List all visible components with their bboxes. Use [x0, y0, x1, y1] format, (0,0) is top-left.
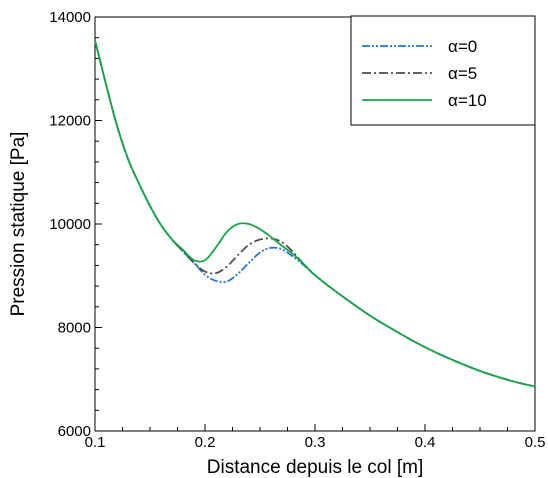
y-tick-label: 10000: [49, 216, 91, 233]
x-tick-label: 0.3: [305, 434, 326, 451]
legend-box: [350, 15, 536, 126]
series-layer: [94, 40, 536, 388]
x-tick-label: 0.1: [85, 434, 106, 451]
legend-label-0: α=0: [448, 37, 477, 56]
y-tick-label: 8000: [58, 320, 91, 337]
legend-label-2: α=10: [448, 91, 487, 110]
legend-label-1: α=5: [448, 64, 477, 83]
x-axis: 0.1 0.2 0.3 0.4 0.5: [85, 424, 546, 451]
minor-ticks: [95, 37, 508, 431]
x-tick-label: 0.4: [415, 434, 436, 451]
x-axis-title: Distance depuis le col [m]: [207, 457, 424, 478]
series-line-2: [94, 40, 536, 388]
x-tick-label: 0.2: [195, 434, 216, 451]
y-tick-label: 6000: [58, 423, 91, 440]
y-axis: 6000 8000 10000 12000 14000: [49, 9, 102, 440]
x-tick-label: 0.5: [525, 434, 546, 451]
y-tick-label: 14000: [49, 9, 91, 26]
legend: α=0 α=5 α=10: [350, 15, 536, 126]
y-tick-label: 12000: [49, 113, 91, 130]
y-axis-title: Pression statique [Pa]: [8, 132, 29, 317]
legend-items: α=0 α=5 α=10: [362, 37, 487, 110]
